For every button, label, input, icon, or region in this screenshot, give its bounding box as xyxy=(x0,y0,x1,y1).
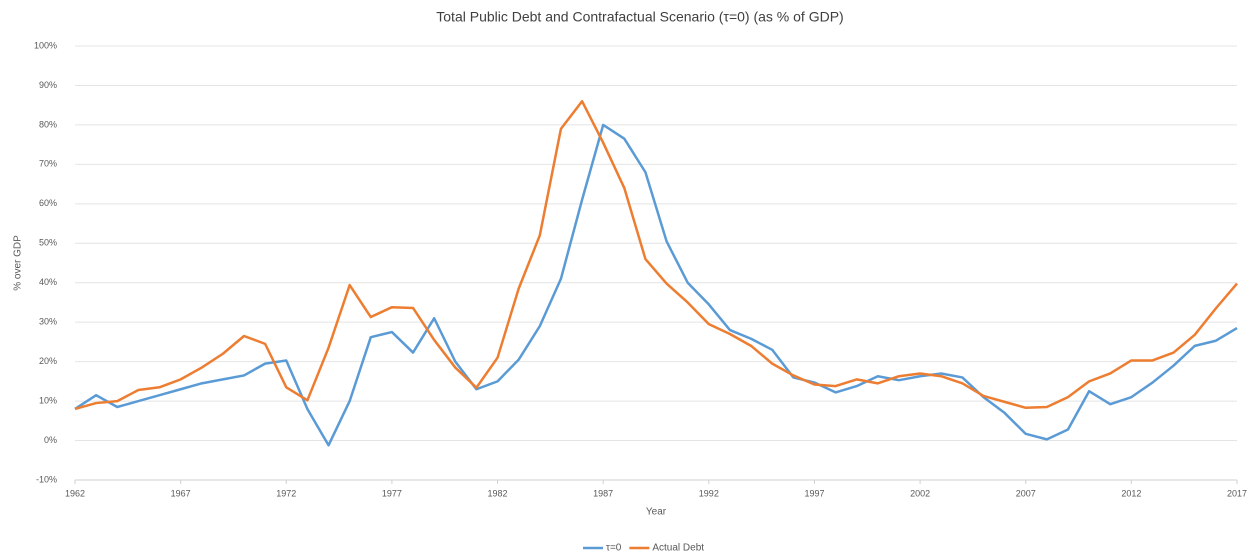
y-tick-label: 80% xyxy=(39,119,57,129)
x-tick-label: 1967 xyxy=(171,488,191,498)
x-tick-label: 1992 xyxy=(699,488,719,498)
y-tick-label: 100% xyxy=(34,40,57,50)
legend-label: τ=0 xyxy=(606,543,622,554)
y-tick-label: 30% xyxy=(39,317,57,327)
y-tick-label: 40% xyxy=(39,277,57,287)
y-tick-label: 10% xyxy=(39,395,57,405)
x-tick-label: 2002 xyxy=(910,488,930,498)
x-tick-label: 1982 xyxy=(488,488,508,498)
series-line xyxy=(74,99,1238,411)
y-tick-label: 70% xyxy=(39,159,57,169)
x-tick-label: 1962 xyxy=(65,488,85,498)
x-tick-label: 1972 xyxy=(276,488,296,498)
y-tick-label: 60% xyxy=(39,198,57,208)
x-tick-label: 1987 xyxy=(593,488,613,498)
y-tick-label: 20% xyxy=(39,356,57,366)
x-axis-title: Year xyxy=(646,507,667,518)
legend-label: Actual Debt xyxy=(652,543,704,554)
y-tick-label: 0% xyxy=(44,435,57,445)
y-axis-title: % over GDP xyxy=(13,235,24,291)
y-tick-label: 50% xyxy=(39,238,57,248)
x-tick-label: 1977 xyxy=(382,488,402,498)
y-tick-label: -10% xyxy=(36,474,57,484)
y-tick-label: 90% xyxy=(39,80,57,90)
series-line xyxy=(74,123,1238,447)
x-tick-label: 2007 xyxy=(1016,488,1036,498)
x-tick-label: 2012 xyxy=(1121,488,1141,498)
chart-title: Total Public Debt and Contrafactual Scen… xyxy=(436,9,843,25)
x-tick-label: 1997 xyxy=(804,488,824,498)
x-tick-label: 2017 xyxy=(1227,488,1247,498)
